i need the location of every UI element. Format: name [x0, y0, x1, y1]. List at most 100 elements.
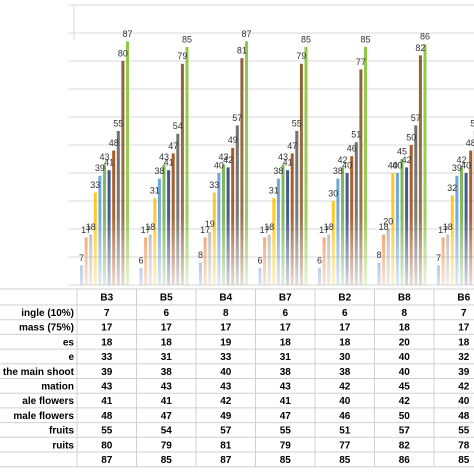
bar: [180, 63, 184, 285]
table-cell: 8: [223, 308, 229, 319]
bar-label: 47: [287, 141, 297, 151]
bar-label: 42: [337, 155, 347, 165]
bar-label: 86: [420, 32, 430, 42]
bar: [391, 173, 395, 285]
bar: [107, 170, 111, 285]
table-cell: 55: [458, 426, 470, 437]
table-cell: 50: [399, 411, 411, 422]
bar-label: 32: [447, 183, 457, 193]
bar-label: 79: [296, 51, 306, 61]
table-cell: 18: [399, 323, 411, 334]
bar: [331, 201, 335, 285]
bar-label: 43: [218, 152, 228, 162]
bar: [199, 262, 202, 285]
bar: [418, 55, 422, 286]
bar-label: 38: [273, 166, 283, 176]
bar-label: 20: [383, 216, 393, 226]
bar-label: 41: [164, 158, 174, 168]
table-cell: 18: [458, 337, 470, 348]
bar-label: 6: [257, 256, 262, 266]
bar: [469, 150, 473, 285]
bar: [80, 265, 83, 285]
bar: [176, 133, 180, 285]
bar-label: 57: [232, 113, 242, 123]
bar-label: 54: [173, 121, 183, 131]
bar: [89, 234, 93, 285]
bar: [341, 167, 344, 285]
row-label: e: [68, 352, 74, 363]
bar-label: 55: [113, 118, 123, 128]
bar-label: 17: [81, 225, 91, 235]
bar: [350, 156, 354, 285]
table-cell: 57: [399, 426, 411, 437]
bar-label: 31: [150, 186, 160, 196]
bar-label: 85: [182, 34, 192, 44]
table-cell: 17: [220, 323, 232, 334]
table-cell: 18: [161, 337, 173, 348]
column-header: B5: [160, 293, 173, 304]
bar-label: 43: [159, 152, 169, 162]
bar: [263, 237, 267, 285]
bar-label: 18: [443, 222, 453, 232]
bar: [286, 170, 290, 285]
bar-label: 8: [198, 250, 203, 260]
bar: [245, 41, 248, 286]
bar-label: 79: [177, 51, 187, 61]
bar: [364, 47, 367, 285]
bar-label: 48: [109, 138, 119, 148]
bar-label: 31: [269, 186, 279, 196]
row-label: mass (75%): [19, 323, 74, 334]
table-cell: 42: [458, 381, 470, 392]
table-cell: 81: [220, 440, 232, 451]
table-cell: 41: [280, 396, 292, 407]
bar: [153, 198, 157, 285]
bar-label: 30: [328, 188, 338, 198]
bar: [395, 173, 399, 285]
bar: [222, 164, 225, 285]
bar-label: 42: [456, 155, 466, 165]
table-cell: 40: [399, 367, 411, 378]
bar-label: 43: [99, 152, 109, 162]
bar-label: 8: [376, 250, 381, 260]
bar-label: 41: [104, 158, 114, 168]
table-cell: 17: [101, 323, 113, 334]
table-cell: 19: [220, 337, 232, 348]
table-cell: 18: [101, 337, 113, 348]
bars: [80, 41, 474, 286]
bar: [318, 268, 321, 285]
table-cell: 41: [101, 396, 113, 407]
bar-label: 41: [283, 158, 293, 168]
bar-label: 39: [452, 163, 462, 173]
bar: [327, 234, 331, 285]
bar-label: 6: [138, 256, 143, 266]
bar-label: 48: [466, 138, 474, 148]
bar-label: 42: [223, 155, 233, 165]
table-cell: 48: [458, 411, 470, 422]
bar: [144, 237, 148, 285]
bar: [116, 131, 120, 285]
row-label: the main shoot: [3, 367, 75, 378]
bar: [299, 63, 303, 285]
bar-label: 39: [95, 163, 105, 173]
bar: [450, 195, 454, 285]
table-cell: 40: [458, 396, 470, 407]
table-cell: 42: [220, 396, 232, 407]
bar: [203, 237, 207, 285]
table-cell: 40: [399, 352, 411, 363]
bar: [359, 69, 363, 286]
bar-label: 50: [406, 132, 416, 142]
bar: [84, 237, 88, 285]
bar-label: 42: [402, 155, 412, 165]
bar-label: 33: [90, 180, 100, 190]
row-label: es: [63, 337, 75, 348]
table-cell: 33: [101, 352, 113, 363]
table-cell: 17: [339, 323, 351, 334]
bar-label: 45: [397, 146, 407, 156]
table-cell: 85: [280, 455, 292, 466]
bar: [217, 173, 221, 285]
bar-label: 55: [292, 118, 302, 128]
bar-label: 17: [438, 225, 448, 235]
table-cell: 17: [161, 323, 173, 334]
table-cell: 85: [339, 455, 351, 466]
table-cell: 82: [399, 440, 411, 451]
